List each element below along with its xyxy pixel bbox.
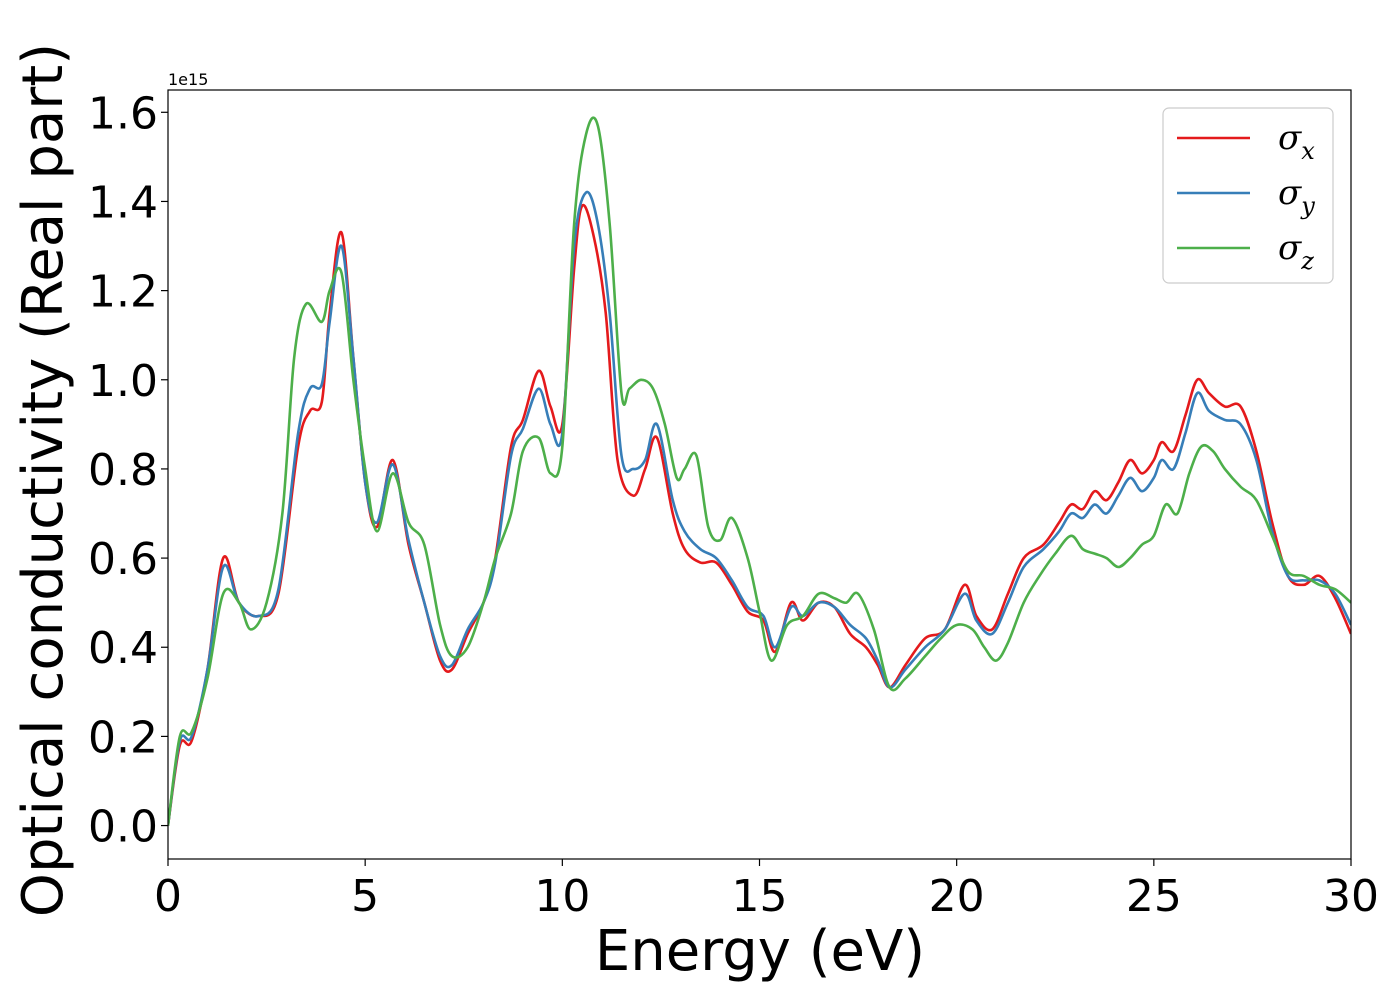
legend-label-x: σx xyxy=(1278,118,1315,165)
x-tick-label: 25 xyxy=(1126,871,1182,922)
y-tick-label: 0.4 xyxy=(88,623,158,674)
x-axis: 0 5 10 15 20 25 30 xyxy=(154,859,1379,922)
x-tick-label: 20 xyxy=(929,871,985,922)
x-tick-label: 0 xyxy=(154,871,182,922)
legend-subscript: z xyxy=(1300,247,1314,275)
y-tick-label: 1.0 xyxy=(88,356,158,407)
series-group xyxy=(168,116,1351,826)
x-tick-label: 30 xyxy=(1323,871,1379,922)
legend-label-y: σy xyxy=(1278,173,1315,220)
y-axis-title: Optical conductivity (Real part) xyxy=(11,43,76,917)
legend-symbol: σ xyxy=(1278,173,1302,213)
y-tick-label: 1.2 xyxy=(88,267,158,318)
legend-subscript: y xyxy=(1300,192,1315,220)
legend-symbol: σ xyxy=(1278,118,1302,158)
x-tick-label: 5 xyxy=(351,871,379,922)
y-tick-label: 0.0 xyxy=(88,802,158,853)
x-axis-title: Energy (eV) xyxy=(595,919,925,984)
y-tick-label: 0.6 xyxy=(88,534,158,585)
y-axis: 0.0 0.2 0.4 0.6 0.8 1.0 1.2 1.4 1.6 xyxy=(88,88,168,853)
x-tick-label: 10 xyxy=(534,871,590,922)
x-tick-label: 15 xyxy=(732,871,788,922)
series-line-y xyxy=(168,190,1351,826)
legend-subscript: x xyxy=(1301,137,1315,165)
y-tick-label: 0.2 xyxy=(88,712,158,763)
y-offset-label: 1e15 xyxy=(168,70,208,89)
legend-symbol: σ xyxy=(1278,228,1302,268)
plot-area xyxy=(167,89,1352,860)
legend-label-z: σz xyxy=(1278,228,1314,275)
series-line-z xyxy=(168,116,1351,826)
legend-box xyxy=(1162,107,1334,284)
y-tick-label: 1.4 xyxy=(88,177,158,228)
y-tick-label: 1.6 xyxy=(88,88,158,139)
y-tick-label: 0.8 xyxy=(88,445,158,496)
